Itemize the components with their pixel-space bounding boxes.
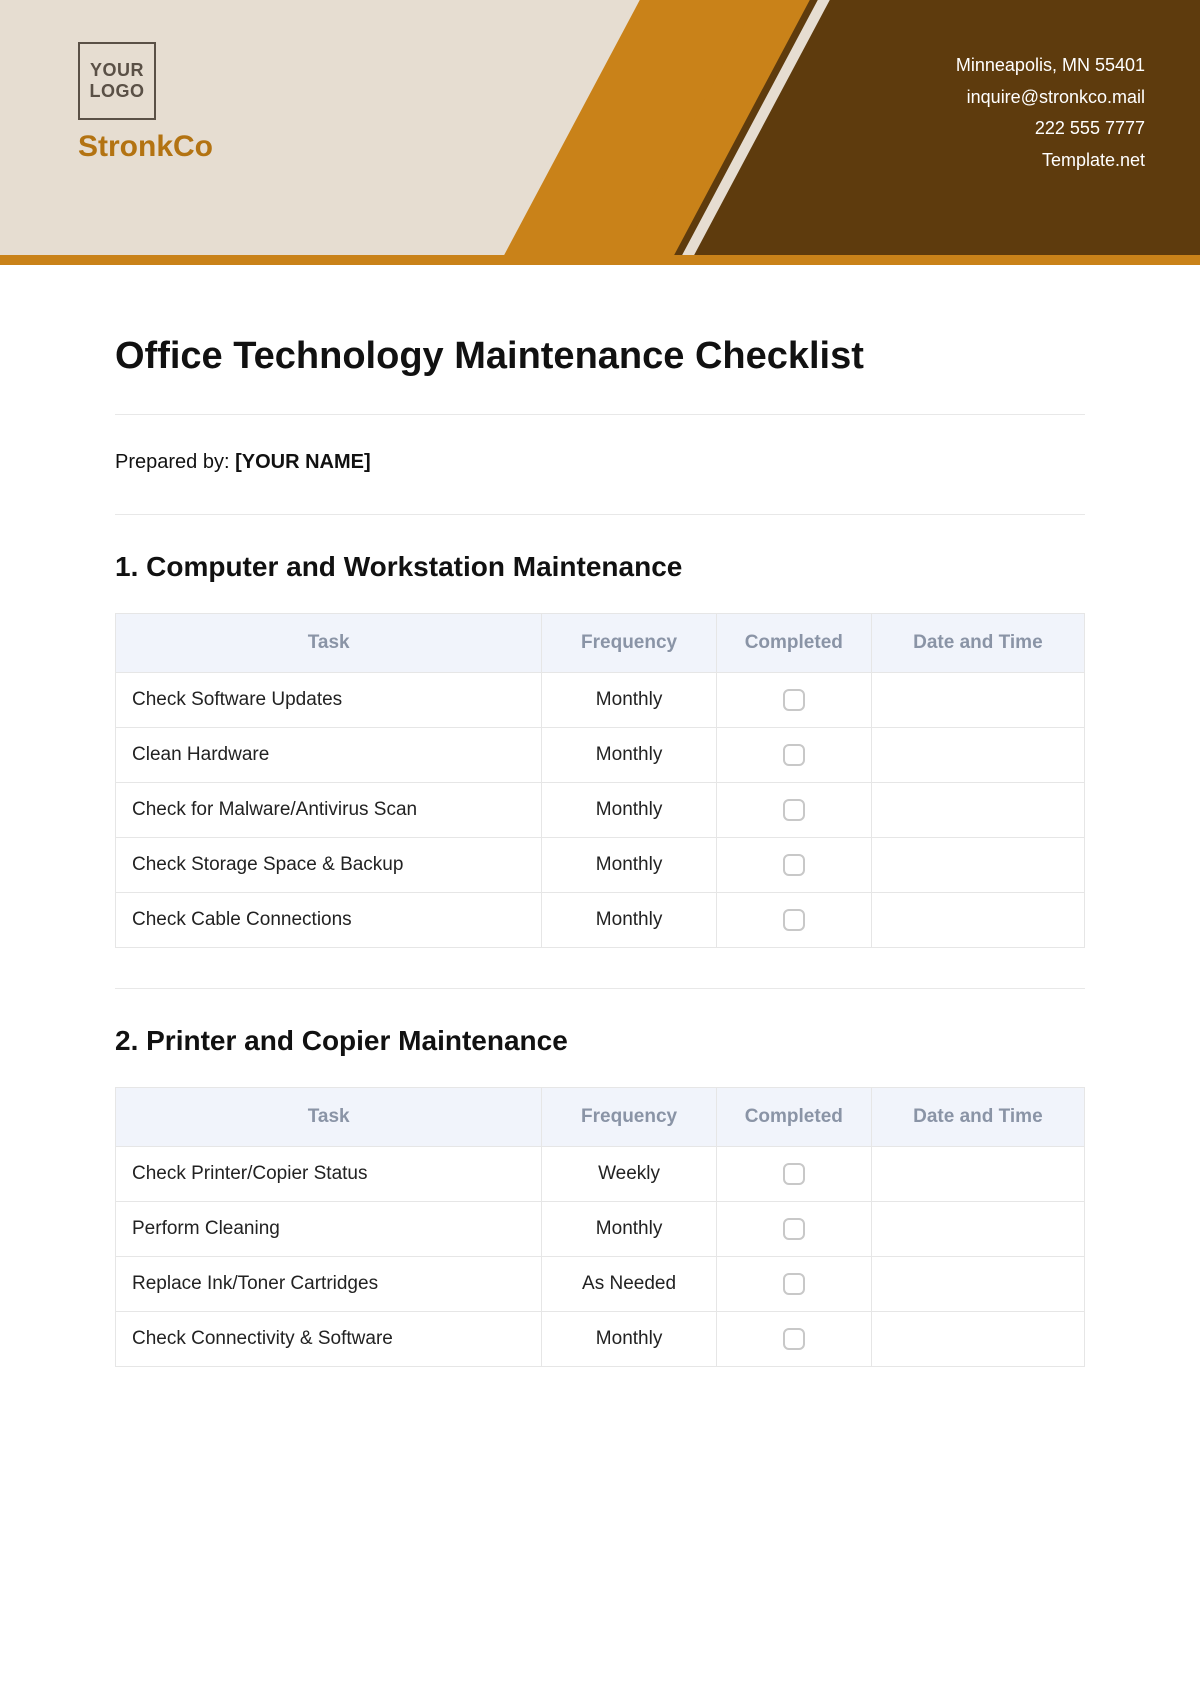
date-time-cell[interactable] xyxy=(871,1147,1084,1202)
column-header-frequency: Frequency xyxy=(542,614,716,673)
checklist-table: TaskFrequencyCompletedDate and TimeCheck… xyxy=(115,613,1085,948)
date-time-cell[interactable] xyxy=(871,1202,1084,1257)
logo-text: YOUR LOGO xyxy=(80,60,154,101)
table-row: Check for Malware/Antivirus ScanMonthly xyxy=(116,783,1085,838)
frequency-cell: Monthly xyxy=(542,838,716,893)
column-header-date_time: Date and Time xyxy=(871,1088,1084,1147)
task-cell: Check Storage Space & Backup xyxy=(116,838,542,893)
date-time-cell[interactable] xyxy=(871,1257,1084,1312)
column-header-task: Task xyxy=(116,1088,542,1147)
checkbox[interactable] xyxy=(783,1328,805,1350)
contact-email: inquire@stronkco.mail xyxy=(956,82,1145,114)
completed-cell xyxy=(716,1312,871,1367)
checkbox[interactable] xyxy=(783,799,805,821)
checkbox[interactable] xyxy=(783,854,805,876)
prepared-label: Prepared by: xyxy=(115,451,230,473)
header-accent-bar xyxy=(0,255,1200,265)
frequency-cell: Monthly xyxy=(542,728,716,783)
table-row: Check Printer/Copier StatusWeekly xyxy=(116,1147,1085,1202)
contact-site: Template.net xyxy=(956,145,1145,177)
checkbox[interactable] xyxy=(783,909,805,931)
checkbox[interactable] xyxy=(783,1163,805,1185)
table-row: Check Connectivity & SoftwareMonthly xyxy=(116,1312,1085,1367)
task-cell: Check Connectivity & Software xyxy=(116,1312,542,1367)
task-cell: Clean Hardware xyxy=(116,728,542,783)
contact-phone: 222 555 7777 xyxy=(956,113,1145,145)
section-heading: 1. Computer and Workstation Maintenance xyxy=(115,551,1085,583)
checklist-table: TaskFrequencyCompletedDate and TimeCheck… xyxy=(115,1087,1085,1367)
column-header-frequency: Frequency xyxy=(542,1088,716,1147)
logo-placeholder: YOUR LOGO xyxy=(78,42,156,120)
checkbox[interactable] xyxy=(783,744,805,766)
checkbox[interactable] xyxy=(783,1218,805,1240)
divider xyxy=(115,414,1085,415)
task-cell: Check for Malware/Antivirus Scan xyxy=(116,783,542,838)
table-row: Check Storage Space & BackupMonthly xyxy=(116,838,1085,893)
column-header-date_time: Date and Time xyxy=(871,614,1084,673)
date-time-cell[interactable] xyxy=(871,673,1084,728)
divider xyxy=(115,988,1085,989)
contact-block: Minneapolis, MN 55401 inquire@stronkco.m… xyxy=(956,50,1145,176)
table-row: Perform CleaningMonthly xyxy=(116,1202,1085,1257)
frequency-cell: Weekly xyxy=(542,1147,716,1202)
completed-cell xyxy=(716,728,871,783)
prepared-by-line: Prepared by: [YOUR NAME] xyxy=(115,451,1085,474)
frequency-cell: As Needed xyxy=(542,1257,716,1312)
date-time-cell[interactable] xyxy=(871,893,1084,948)
task-cell: Check Cable Connections xyxy=(116,893,542,948)
task-cell: Replace Ink/Toner Cartridges xyxy=(116,1257,542,1312)
frequency-cell: Monthly xyxy=(542,1312,716,1367)
completed-cell xyxy=(716,783,871,838)
document-header: YOUR LOGO StronkCo Minneapolis, MN 55401… xyxy=(0,0,1200,255)
date-time-cell[interactable] xyxy=(871,783,1084,838)
task-cell: Check Software Updates xyxy=(116,673,542,728)
column-header-task: Task xyxy=(116,614,542,673)
frequency-cell: Monthly xyxy=(542,1202,716,1257)
contact-address: Minneapolis, MN 55401 xyxy=(956,50,1145,82)
page-title: Office Technology Maintenance Checklist xyxy=(115,335,1085,378)
date-time-cell[interactable] xyxy=(871,728,1084,783)
completed-cell xyxy=(716,1202,871,1257)
task-cell: Perform Cleaning xyxy=(116,1202,542,1257)
document-body: Office Technology Maintenance Checklist … xyxy=(0,255,1200,1367)
column-header-completed: Completed xyxy=(716,1088,871,1147)
completed-cell xyxy=(716,893,871,948)
task-cell: Check Printer/Copier Status xyxy=(116,1147,542,1202)
completed-cell xyxy=(716,673,871,728)
company-name: StronkCo xyxy=(78,130,213,164)
section-heading: 2. Printer and Copier Maintenance xyxy=(115,1025,1085,1057)
date-time-cell[interactable] xyxy=(871,838,1084,893)
frequency-cell: Monthly xyxy=(542,673,716,728)
column-header-completed: Completed xyxy=(716,614,871,673)
table-row: Replace Ink/Toner CartridgesAs Needed xyxy=(116,1257,1085,1312)
completed-cell xyxy=(716,838,871,893)
checkbox[interactable] xyxy=(783,689,805,711)
prepared-value: [YOUR NAME] xyxy=(235,451,371,473)
frequency-cell: Monthly xyxy=(542,893,716,948)
checkbox[interactable] xyxy=(783,1273,805,1295)
completed-cell xyxy=(716,1147,871,1202)
table-row: Clean HardwareMonthly xyxy=(116,728,1085,783)
table-row: Check Cable ConnectionsMonthly xyxy=(116,893,1085,948)
table-row: Check Software UpdatesMonthly xyxy=(116,673,1085,728)
completed-cell xyxy=(716,1257,871,1312)
date-time-cell[interactable] xyxy=(871,1312,1084,1367)
divider xyxy=(115,514,1085,515)
frequency-cell: Monthly xyxy=(542,783,716,838)
